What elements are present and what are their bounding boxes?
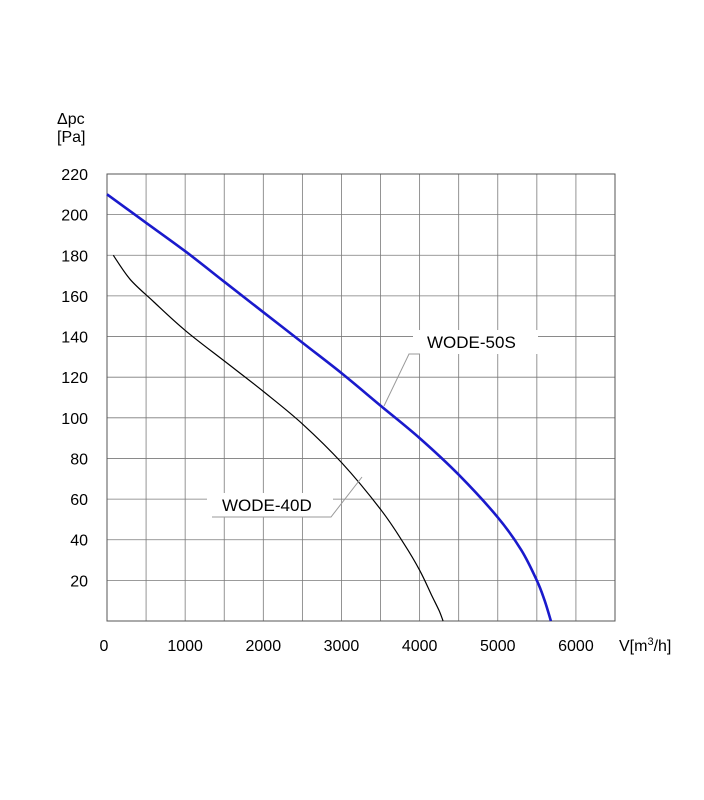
y-tick-label: 40 <box>70 533 88 550</box>
x-tick-label: 3000 <box>324 638 360 655</box>
y-tick-label: 80 <box>70 451 88 468</box>
series-line-wode-40d <box>112 254 444 622</box>
annotation-leader-line <box>383 353 420 407</box>
annotation-label: WODE-50S <box>427 333 516 352</box>
x-tick-label: 6000 <box>558 638 594 655</box>
y-tick-label: 220 <box>61 167 88 184</box>
annotation-background <box>413 330 538 354</box>
y-tick-label: 100 <box>61 411 88 428</box>
y-tick-label: 60 <box>70 492 88 509</box>
plot-frame <box>106 173 616 622</box>
plot-border <box>106 173 616 622</box>
x-tick-labels: 0 1000 2000 3000 4000 5000 6000 <box>100 638 594 655</box>
x-axis-label-prefix: V[m <box>619 638 647 655</box>
annotation-label: WODE-40D <box>222 496 312 515</box>
x-axis-label-superscript: 3 <box>647 636 653 648</box>
annotations: WODE-50S WODE-40D <box>207 330 538 518</box>
x-axis-label: V[m3/h] <box>619 636 671 655</box>
y-axis-label-line2: [Pa] <box>57 129 85 146</box>
x-tick-label: 4000 <box>402 638 438 655</box>
y-tick-label: 180 <box>61 248 88 265</box>
y-axis-label-line1: Δpc <box>57 111 85 128</box>
y-tick-label: 140 <box>61 330 88 347</box>
y-tick-label: 20 <box>70 573 88 590</box>
grid <box>107 174 615 621</box>
series-lines <box>106 193 553 622</box>
y-tick-labels: 20 40 60 80 100 120 140 160 180 200 220 <box>61 167 88 590</box>
y-tick-label: 200 <box>61 208 88 225</box>
x-tick-label: 5000 <box>480 638 516 655</box>
annotation-leader-line <box>212 476 363 518</box>
x-tick-label: 1000 <box>167 638 203 655</box>
x-axis-label-suffix: /h] <box>654 638 672 655</box>
y-tick-label: 120 <box>61 370 88 387</box>
y-tick-label: 160 <box>61 289 88 306</box>
x-tick-label: 0 <box>100 638 109 655</box>
annotation-background <box>207 493 333 517</box>
x-tick-label: 2000 <box>246 638 282 655</box>
series-line-wode-50s <box>106 193 553 622</box>
